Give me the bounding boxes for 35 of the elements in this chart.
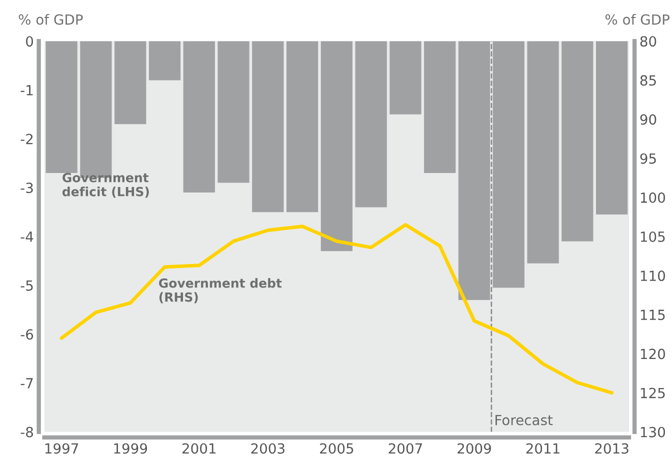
y-tick-label: -6: [20, 329, 34, 340]
annotation: Government debt (RHS): [158, 278, 282, 304]
x-tick-label: 2005: [320, 443, 354, 454]
y-tick-label: -7: [20, 378, 33, 388]
x-tick-label: 2013: [595, 443, 628, 454]
y-tick-label: -2: [20, 134, 33, 144]
y2-tick-label: 130: [640, 426, 665, 438]
y-tick-label: -5: [20, 280, 33, 291]
y-tick-label: -8: [20, 426, 33, 438]
y2-tick-label: 80: [640, 36, 656, 47]
annotation: Government deficit (LHS): [62, 172, 149, 198]
y2-tick-label: 125: [640, 388, 665, 398]
y2-tick-label: 105: [640, 231, 665, 242]
y2-tick-label: 85: [640, 75, 656, 86]
y-tick-label: -4: [20, 232, 34, 242]
ref-line-label: Forecast: [496, 414, 553, 426]
y-axis-title: % of GDP: [18, 14, 83, 25]
x-tick-label: 2007: [388, 443, 422, 454]
line-series: [60, 223, 614, 395]
y-tick-label: -1: [20, 85, 33, 96]
x-tick-label: 2011: [526, 443, 560, 454]
x-tick-label: 2001: [182, 443, 216, 454]
y2-tick-label: 110: [640, 270, 665, 282]
y2-tick-label: 90: [640, 114, 656, 125]
y2-axis-title: % of GDP: [605, 14, 670, 25]
x-tick-label: 2009: [458, 443, 491, 454]
x-tick-label: 1999: [114, 443, 148, 454]
y2-tick-label: 95: [640, 153, 656, 164]
y-tick-label: -3: [20, 182, 33, 194]
x-tick-label: 2003: [251, 443, 284, 454]
y2-tick-label: 120: [640, 348, 665, 360]
x-tick-label: 1997: [45, 443, 78, 454]
y2-tick-label: 115: [640, 310, 665, 320]
y-tick-label: 0: [26, 36, 34, 47]
y2-tick-label: 100: [640, 192, 665, 203]
